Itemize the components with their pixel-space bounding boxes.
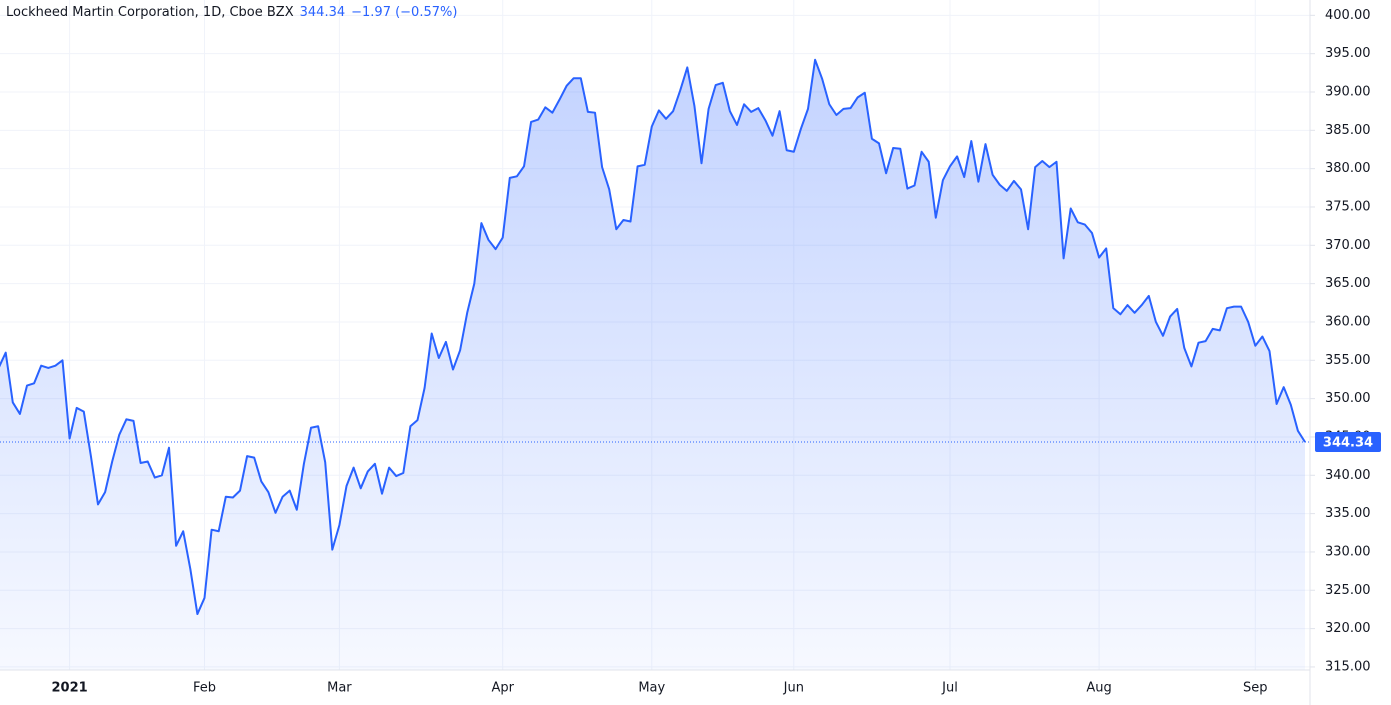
x-tick-label: Sep bbox=[1243, 681, 1268, 696]
x-tick-label: Feb bbox=[193, 681, 216, 696]
last-price-tag bbox=[1315, 432, 1381, 453]
y-tick-label: 370.00 bbox=[1325, 238, 1371, 253]
y-tick-label: 395.00 bbox=[1325, 46, 1371, 61]
y-tick-label: 365.00 bbox=[1325, 276, 1371, 291]
x-tick-label: Aug bbox=[1086, 681, 1111, 696]
price-change: −1.97 (−0.57%) bbox=[351, 5, 458, 20]
x-tick-label: 2021 bbox=[52, 681, 88, 696]
price-line bbox=[0, 58, 1306, 616]
y-tick-label: 335.00 bbox=[1325, 506, 1371, 521]
y-tick-label: 320.00 bbox=[1325, 621, 1371, 636]
legend-header: Lockheed Martin Corporation, 1D, Cboe BZ… bbox=[6, 5, 457, 20]
area-fill bbox=[0, 59, 1305, 670]
last-price: 344.34 bbox=[299, 5, 346, 20]
y-tick-label: 330.00 bbox=[1325, 544, 1371, 559]
x-tick-label: May bbox=[638, 681, 665, 696]
y-tick-label: 315.00 bbox=[1325, 659, 1371, 674]
last-price-label: 344.34 bbox=[1323, 436, 1373, 451]
x-tick-label: Apr bbox=[491, 681, 514, 696]
y-tick-label: 390.00 bbox=[1325, 84, 1371, 99]
y-tick-label: 400.00 bbox=[1325, 8, 1371, 23]
y-tick-label: 375.00 bbox=[1325, 199, 1371, 214]
y-tick-label: 340.00 bbox=[1325, 468, 1371, 483]
y-tick-label: 360.00 bbox=[1325, 314, 1371, 329]
x-tick-label: Jul bbox=[941, 681, 958, 696]
y-tick-label: 325.00 bbox=[1325, 583, 1371, 598]
x-tick-label: Jun bbox=[783, 681, 804, 696]
y-tick-label: 355.00 bbox=[1325, 353, 1371, 368]
y-tick-label: 350.00 bbox=[1325, 391, 1371, 406]
y-tick-label: 385.00 bbox=[1325, 123, 1371, 138]
symbol-title: Lockheed Martin Corporation, 1D, Cboe BZ… bbox=[6, 5, 294, 20]
y-tick-label: 380.00 bbox=[1325, 161, 1371, 176]
x-tick-label: Mar bbox=[327, 681, 352, 696]
